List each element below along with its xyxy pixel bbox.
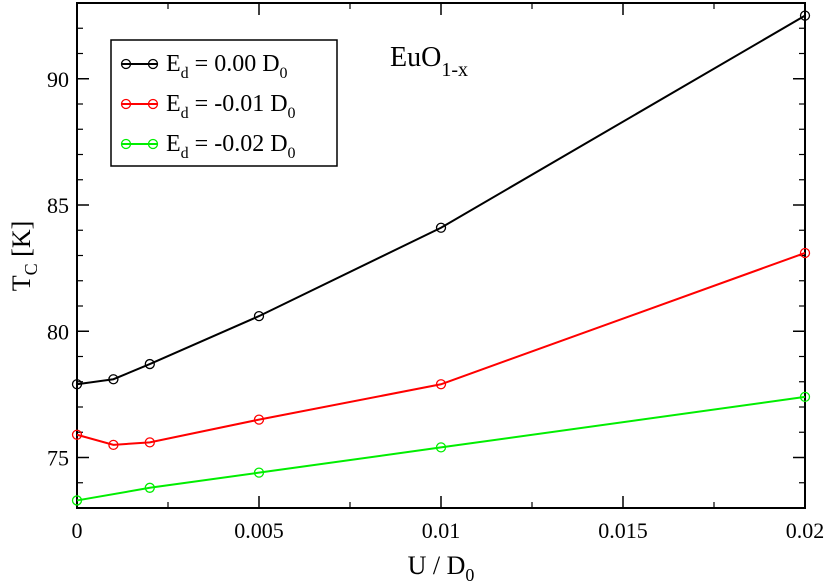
data-point-e-d-neg-0-02 [71, 495, 83, 506]
data-point-e-d-0-00 [71, 379, 83, 390]
legend-label-sub2: 0 [280, 65, 288, 82]
y-axis-label: TC [K] [7, 221, 41, 292]
x-tick-label: 0 [72, 518, 83, 543]
legend-label-main: E [166, 91, 181, 117]
legend-label-sub2: 0 [288, 145, 296, 162]
y-tick-label: 90 [47, 67, 69, 92]
series-layer [71, 10, 811, 506]
chart-annotation: EuO1-x [390, 42, 468, 81]
data-point-e-d-neg-0-02 [799, 391, 811, 403]
data-point-e-d-neg-0-01 [253, 414, 265, 425]
y-axis-label-sub: C [21, 263, 41, 275]
y-tick-label: 80 [47, 319, 69, 344]
legend-label-main: E [166, 131, 181, 157]
legend-label-value: = -0.02 D [189, 131, 288, 157]
data-point-e-d-neg-0-02 [435, 442, 447, 453]
data-point-e-d-neg-0-02 [253, 467, 265, 478]
data-point-e-d-neg-0-01 [144, 437, 155, 448]
data-point-e-d-neg-0-01 [799, 247, 811, 259]
legend-swatch-marker [147, 58, 159, 70]
data-point-e-d-0-00 [108, 374, 119, 385]
chart-annotation-main: EuO [390, 42, 441, 73]
data-point-e-d-neg-0-02 [144, 482, 155, 493]
x-axis-label-main: U / D [408, 551, 466, 580]
legend-label-sub: d [181, 105, 189, 122]
data-point-e-d-neg-0-01 [71, 429, 83, 440]
legend-label-e-d-0-00: Ed = 0.00 D0 [166, 51, 288, 82]
series-line-e-d-0-00 [76, 14, 806, 386]
legend-swatch-marker [120, 138, 132, 150]
x-axis-label-sub: 0 [465, 565, 474, 581]
legend-swatch-marker [147, 138, 159, 150]
legend-swatch-marker [147, 98, 159, 110]
series-line-e-d-neg-0-02 [76, 395, 806, 502]
y-tick-label: 75 [47, 446, 69, 471]
legend-label-value: = -0.01 D [189, 91, 288, 117]
data-point-e-d-neg-0-01 [108, 439, 119, 451]
legend-swatch-marker [120, 98, 132, 110]
x-tick-label: 0.02 [786, 518, 825, 543]
y-axis-label-main: T [7, 275, 36, 291]
legend-swatch-marker [120, 58, 132, 70]
legend-label-sub: d [181, 145, 189, 162]
data-point-e-d-neg-0-01 [435, 379, 447, 390]
legend-label-e-d-neg-0-02: Ed = -0.02 D0 [166, 131, 296, 162]
data-point-e-d-0-00 [253, 310, 265, 322]
data-point-e-d-0-00 [799, 10, 811, 21]
x-tick-label: 0.015 [598, 518, 648, 543]
y-axis-label-suffix: [K] [7, 221, 36, 264]
series-line-e-d-neg-0-01 [76, 252, 806, 446]
x-tick-label: 0.005 [234, 518, 284, 543]
legend-label-sub: d [181, 65, 189, 82]
ticks-layer: 0 0.005 0.01 0.015 0.02 75 80 85 90 [47, 2, 825, 543]
data-point-e-d-0-00 [144, 358, 155, 370]
data-point-e-d-0-00 [435, 222, 447, 233]
legend-label-value: = 0.00 D [189, 51, 280, 77]
legend-label-sub2: 0 [288, 105, 296, 122]
x-tick-label: 0.01 [422, 518, 461, 543]
legend-label-e-d-neg-0-01: Ed = -0.01 D0 [166, 91, 296, 122]
chart-annotation-sub: 1-x [441, 59, 468, 81]
legend-label-main: E [166, 51, 181, 77]
y-tick-label: 85 [47, 193, 69, 218]
x-axis-label: U / D0 [408, 551, 475, 581]
